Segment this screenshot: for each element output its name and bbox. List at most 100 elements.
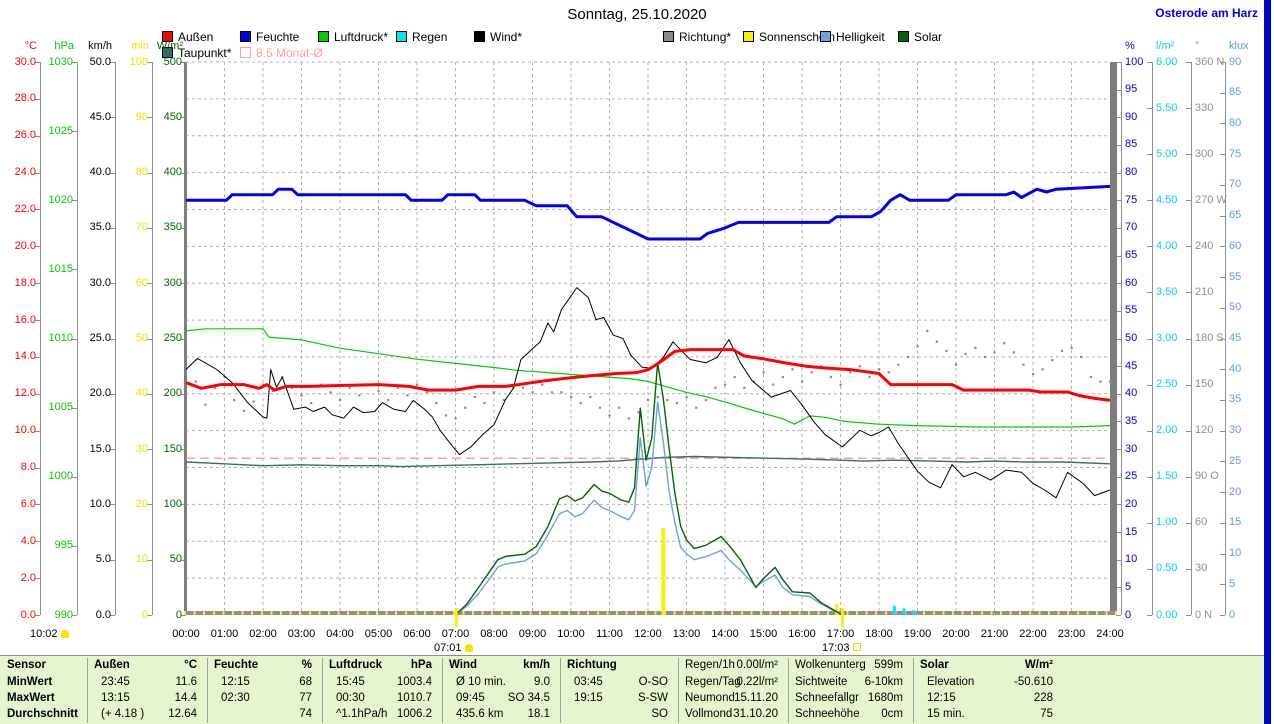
axis-tick <box>35 615 40 616</box>
solar-series <box>455 362 843 616</box>
day-length: 10:02 <box>30 628 69 640</box>
table-cell: 12:15 <box>927 692 956 704</box>
axis-line <box>77 62 78 615</box>
sonnenschein-bar <box>835 603 839 615</box>
axis-tick-label: 0.0 <box>20 608 36 621</box>
axis-tick-label: 0 <box>175 608 182 621</box>
axis-tick-label: 4.0 <box>20 534 36 547</box>
richtung-dot <box>454 417 457 420</box>
richtung-dot <box>262 383 265 386</box>
x-axis-label: 09:00 <box>518 628 547 640</box>
table-divider <box>678 658 679 723</box>
axis-tick-label: 55 <box>1125 304 1138 317</box>
axis-tick-label: 1030 <box>48 55 73 68</box>
axis-tick <box>1116 310 1121 312</box>
axis-tick-label: 60 <box>1195 516 1208 529</box>
axis-tick <box>181 504 186 506</box>
axis-tick <box>35 430 40 432</box>
axis-tick <box>1147 476 1152 478</box>
table-cell: 0.00l/m² <box>736 659 778 671</box>
axis-tick-label: 100 <box>163 497 182 510</box>
axis-tick <box>1186 522 1191 524</box>
axis-tick-label: 45 <box>1125 359 1138 372</box>
stats-table: Sensor MinWert MaxWert Durchschnitt Außen °C 2… <box>0 655 1264 724</box>
page-title: Sonntag, 25.10.2020 <box>567 6 707 23</box>
richtung-dot <box>406 394 409 397</box>
axis-tick <box>181 117 186 119</box>
sun-event-marker <box>454 608 458 627</box>
axis-tick-label: 1015 <box>48 262 73 275</box>
axis-tick-label: 6.00 <box>1156 55 1178 68</box>
axis-tick-label: 30 <box>1229 424 1242 437</box>
axis-header: klux <box>1229 40 1249 52</box>
table-cell: Regen/Tag <box>685 676 741 688</box>
table-cell: 19:15 <box>574 692 603 704</box>
axis-tick-label: 300 <box>163 276 182 289</box>
axis-tick-label: 40 <box>1125 387 1138 400</box>
axis-tick <box>35 98 40 100</box>
axis-tick-label: 5 <box>1125 580 1132 593</box>
legend-item-regen: Regen <box>396 30 447 44</box>
regen-bar <box>902 608 906 615</box>
axis-tick-label: 40.0 <box>89 166 111 179</box>
table-divider <box>442 658 443 723</box>
axis-tick-label: 250 <box>163 332 182 344</box>
legend-item-feuchte: Feuchte <box>240 30 299 44</box>
axis-line <box>1191 62 1192 615</box>
axis-line <box>1121 62 1122 615</box>
axis-tick <box>1116 449 1121 451</box>
richtung-dot <box>647 398 650 402</box>
richtung-dot <box>1099 380 1102 383</box>
x-axis-label: 18:00 <box>865 628 893 640</box>
legend-item-solar: Solar <box>898 30 942 44</box>
axis-tick <box>72 407 77 409</box>
legend-item-richtung-: Richtung* <box>663 30 731 44</box>
axis-tick-label: 40 <box>135 387 148 400</box>
axis-tick <box>147 172 152 174</box>
axis-tick-label: 1025 <box>48 124 73 137</box>
table-divider <box>87 658 88 723</box>
axis-tick <box>1220 277 1225 279</box>
axis-tick-label: 10 <box>135 553 148 566</box>
sun-event-marker <box>840 608 844 627</box>
richtung-dot <box>1003 342 1006 345</box>
sonnenschein-bar <box>661 528 666 615</box>
richtung-dot <box>473 395 476 399</box>
richtung-dot <box>935 340 938 343</box>
axis-tick <box>72 269 77 271</box>
axis-tick <box>72 338 77 340</box>
axis-tick <box>1147 108 1152 110</box>
richtung-dot <box>762 371 765 374</box>
x-axis-label: 05:00 <box>364 628 393 640</box>
axis-tick <box>1220 430 1225 432</box>
x-axis-label: 19:00 <box>903 628 932 640</box>
axis-tick-label: 25 <box>1125 470 1138 483</box>
legend-swatch-icon <box>820 31 831 42</box>
table-divider <box>788 658 789 723</box>
axis-tick <box>1186 615 1191 616</box>
axis-tick <box>1220 307 1225 309</box>
axis-tick <box>110 504 115 506</box>
axis-tick <box>1186 108 1191 110</box>
table-cell: 12:15 <box>221 676 250 688</box>
feuchte-series <box>186 184 1111 241</box>
richtung-dot <box>926 329 929 333</box>
axis-tick-label: 8.0 <box>20 461 36 474</box>
richtung-dot <box>829 375 833 379</box>
table-cell: Feuchte <box>214 659 259 671</box>
station-location-link[interactable]: Osterode am Harz <box>1155 6 1258 20</box>
table-cell: Außen <box>94 659 130 671</box>
table-divider <box>322 658 323 723</box>
axis-tick <box>1147 338 1152 340</box>
axis-tick-label: 60 <box>135 276 148 289</box>
taupunkt-series <box>185 455 1111 468</box>
table-cell: Sensor <box>7 659 46 671</box>
table-cell: Elevation <box>927 676 975 688</box>
axis-tick-label: 60 <box>1229 239 1242 252</box>
table-cell: SO 34.5 <box>507 692 550 704</box>
axis-tick <box>1147 430 1152 432</box>
table-cell: Richtung <box>567 659 617 671</box>
richtung-dot <box>358 394 361 397</box>
axis-tick <box>1220 338 1225 340</box>
richtung-dot <box>1060 349 1064 352</box>
